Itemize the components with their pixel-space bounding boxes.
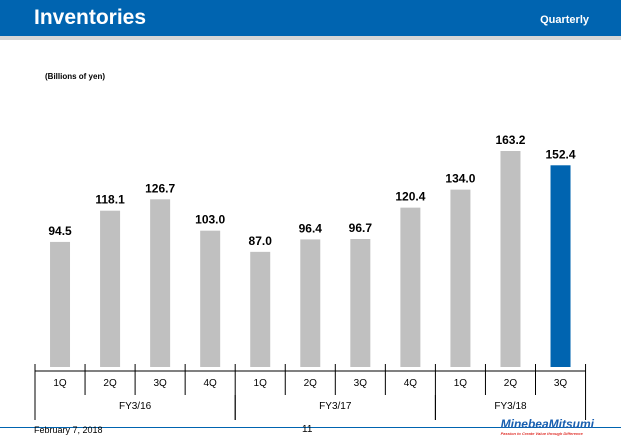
x-tick-label: 1Q (454, 378, 468, 389)
footer-date: February 7, 2018 (34, 425, 103, 435)
x-tick-label: 3Q (354, 378, 368, 389)
bar (200, 230, 221, 367)
company-logo: MinebeaMitsumi Passion to Create Value th… (500, 417, 594, 437)
data-label: 103.0 (195, 213, 225, 227)
x-tick-label: 2Q (504, 378, 518, 389)
bar (250, 251, 271, 367)
bar (450, 189, 471, 367)
x-tick-label: 3Q (554, 378, 568, 389)
page-number: 11 (302, 424, 313, 435)
page-title: Inventories (34, 6, 147, 29)
data-label: 152.4 (546, 147, 576, 161)
x-tick-label: 3Q (153, 378, 167, 389)
period-label: Quarterly (540, 14, 589, 26)
data-label: 126.7 (145, 181, 175, 195)
logo-tagline: Passion to Create Value through Differen… (500, 431, 583, 436)
data-label: 120.4 (395, 190, 425, 204)
data-label: 118.1 (95, 193, 125, 207)
data-label: 94.5 (48, 224, 72, 238)
x-tick-label: 1Q (254, 378, 268, 389)
bar (500, 151, 521, 367)
group-label: FY3/17 (319, 401, 352, 412)
x-tick-label: 1Q (53, 378, 67, 389)
bar (150, 199, 171, 367)
bar (100, 210, 121, 367)
footer-divider (0, 427, 621, 428)
bar (300, 239, 321, 367)
logo-name: MinebeaMitsumi (500, 417, 594, 431)
x-tick-label: 4Q (404, 378, 418, 389)
x-tick-label: 4Q (204, 378, 218, 389)
bar (550, 165, 571, 367)
bar (50, 241, 71, 367)
bar (350, 239, 371, 367)
group-label: FY3/18 (494, 401, 527, 412)
unit-label: (Billions of yen) (45, 72, 105, 81)
x-tick-label: 2Q (103, 378, 117, 389)
data-label: 134.0 (445, 172, 475, 186)
bar (400, 207, 421, 367)
x-tick-label: 2Q (304, 378, 318, 389)
header-divider (0, 36, 621, 40)
data-label: 96.7 (349, 221, 373, 235)
data-label: 96.4 (299, 221, 323, 235)
header-bar (0, 0, 621, 36)
data-label: 163.2 (495, 133, 525, 147)
data-label: 87.0 (249, 234, 273, 248)
group-label: FY3/16 (119, 401, 152, 412)
